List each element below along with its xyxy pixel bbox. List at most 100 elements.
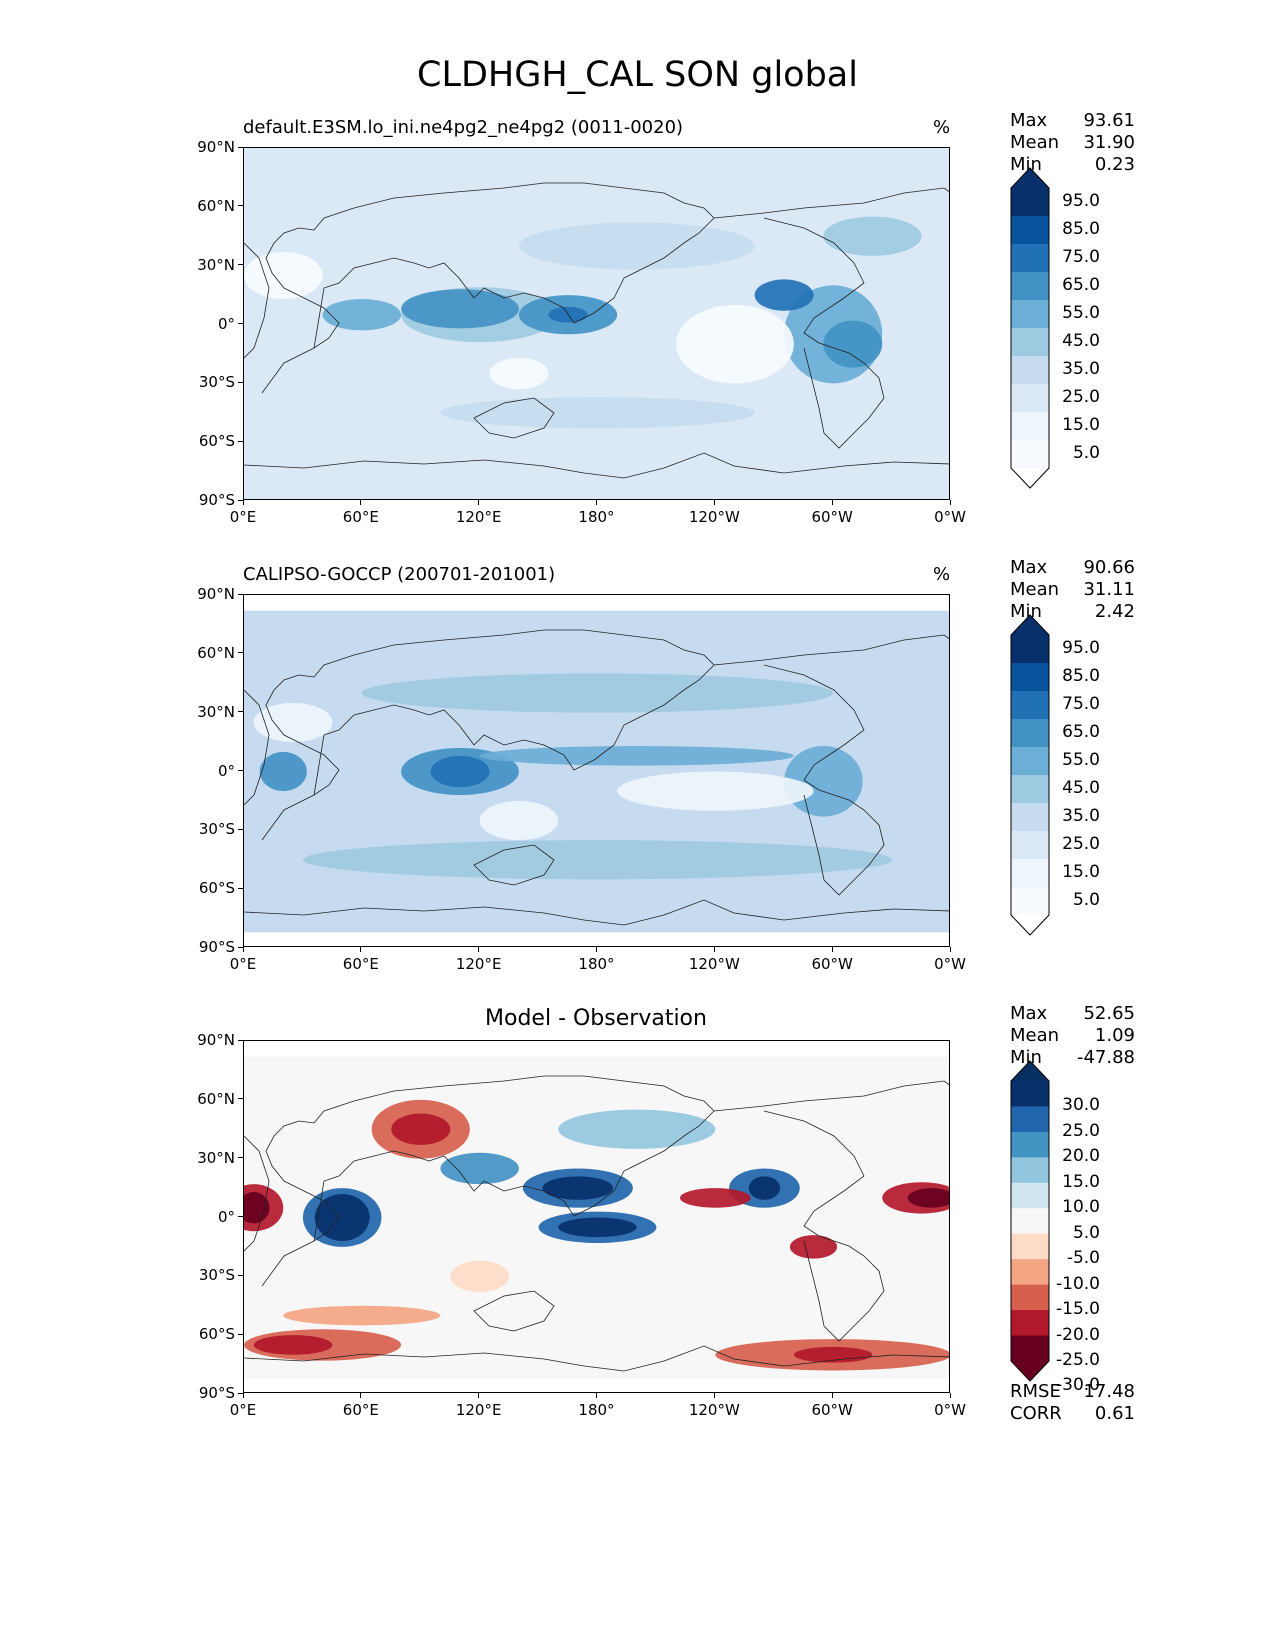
panel-1-xtick-6: 0°W: [934, 508, 966, 526]
panel-2-contour-8: [361, 673, 834, 713]
panel-1-xtick-5: 60°W: [811, 508, 853, 526]
panel-1-colorbar-label-2: 75.0: [1062, 247, 1100, 267]
panel-1-ytick-3: 0°: [217, 314, 235, 333]
panel-2-xtick-5: 60°W: [811, 955, 853, 973]
panel-2-colorbar-seg-6: [1011, 803, 1049, 832]
panel-3-colorbar-label-7: -10.0: [1056, 1273, 1100, 1294]
panel-3-stat-row-2: Min -47.88: [1010, 1047, 1135, 1069]
panel-1-contour-6: [823, 320, 883, 368]
panel-1-colorbar-label-6: 35.0: [1062, 359, 1100, 379]
panel-1-ytick-6: 90°S: [198, 491, 235, 509]
panel-2-colorbar-seg-3: [1011, 719, 1049, 748]
panel-3-contour-14: [679, 1188, 751, 1208]
panel-1-colorbar-outline: [1010, 167, 1050, 489]
panel-2-stats: Max 90.66 Mean 31.11 Min 2.42: [1010, 557, 1135, 623]
panel-1-colorbar-seg-5: [1011, 328, 1049, 357]
coastline-0: [261, 1075, 715, 1287]
panel-1-xtick-1: 60°E: [342, 508, 379, 526]
panel-1-colorbar-seg-1: [1011, 216, 1049, 245]
panel-3-xtickmark-3: [596, 1393, 597, 1398]
panel-1-xtick-2: 120°E: [455, 508, 502, 526]
panel-2-colorbar-label-9: 5.0: [1072, 890, 1100, 910]
panel-2-stat-row-1: Mean 31.11: [1010, 579, 1135, 601]
coastline-5: [244, 899, 949, 926]
panel-1-colorbar-seg-8: [1011, 412, 1049, 441]
panel-3-contour-17: [793, 1346, 873, 1363]
panel-1-xtickmark-5: [831, 500, 833, 505]
panel-3-colorbar-svg: [1010, 1060, 1050, 1382]
panel-3-stats: Max 52.65 Mean 1.09 Min -47.88: [1010, 1003, 1135, 1069]
panel-2-xtickmark-6: [949, 947, 951, 952]
panel-3-xtickmark-2: [478, 1393, 480, 1398]
panel-3-ytickmark-4: [238, 1274, 243, 1276]
panel-1-colorbar-label-7: 25.0: [1062, 387, 1100, 407]
panel-2-stat-row-0: Max 90.66: [1010, 557, 1135, 579]
panel-2-colorbar-label-1: 85.0: [1062, 666, 1100, 686]
coastline-3: [713, 1080, 949, 1112]
panel-3-ytick-0: 90°N: [197, 1031, 235, 1049]
panel-3-xtick-6: 0°W: [934, 1401, 966, 1419]
panel-1-colorbar-label-0: 95.0: [1062, 191, 1100, 211]
panel-2-colorbar-extend-bottom: [1011, 915, 1049, 935]
coastline-2: [763, 664, 885, 896]
panel-1-stat-label-2: Min: [1010, 154, 1042, 175]
panel-3-contour-15: [789, 1235, 838, 1259]
panel-1-ytick-2: 30°N: [197, 255, 235, 274]
panel-1-colorbar-label-9: 5.0: [1072, 443, 1100, 463]
panel-1-ytickmark-4: [238, 381, 243, 383]
panel-2-colorbar-label-5: 45.0: [1062, 778, 1100, 798]
panel-3-extra-value-1: 0.61: [1094, 1403, 1135, 1424]
panel-2-contour-7: [479, 800, 559, 841]
panel-3-ytick-5: 60°S: [198, 1325, 235, 1344]
panel-1-units: %: [933, 117, 951, 138]
panel-3-extra-row-1: CORR 0.61: [1010, 1403, 1135, 1425]
panel-3-colorbar-seg-3: [1011, 1157, 1049, 1184]
panel-3-stat-value-2: -47.88: [1076, 1047, 1135, 1068]
panel-2-colorbar-seg-2: [1011, 691, 1049, 720]
panel-3-ytick-3: 0°: [217, 1207, 235, 1226]
panel-3-ytick-4: 30°S: [198, 1266, 235, 1285]
panel-2-xtickmark-3: [596, 947, 597, 952]
panel-3-contour-21: [440, 1152, 519, 1185]
panel-1-ytick-0: 90°N: [197, 138, 235, 156]
panel-2-colorbar-seg-7: [1011, 831, 1049, 860]
panel-2-ytickmark-5: [238, 887, 243, 889]
panel-2-colorbar-svg: [1010, 614, 1050, 936]
panel-2-ytickmark-1: [238, 652, 243, 654]
panel-1-ytick-5: 60°S: [198, 432, 235, 451]
panel-1-ytickmark-0: [238, 146, 243, 148]
panel-2-colorbar-outline: [1010, 614, 1050, 936]
panel-3-colorbar-extend-bottom: [1011, 1361, 1049, 1381]
panel-1-colorbar-seg-4: [1011, 300, 1049, 329]
panel-1-xtickmark-3: [596, 500, 597, 505]
panel-1-colorbar-seg-7: [1011, 384, 1049, 413]
panel-2-ytick-2: 30°N: [197, 702, 235, 721]
panel-3-xtick-4: 120°W: [688, 1401, 740, 1419]
panel-3-xtickmark-1: [360, 1393, 362, 1398]
panel-2-colorbar-label-7: 25.0: [1062, 834, 1100, 854]
panel-1-stat-value-0: 93.61: [1083, 110, 1135, 131]
panel-1-xtickmark-0: [242, 500, 244, 505]
panel-3-stat-value-0: 52.65: [1083, 1003, 1135, 1024]
panel-3-xtick-0: 0°E: [229, 1401, 257, 1419]
panel-1-map: [243, 147, 950, 500]
panel-1-ytickmark-6: [238, 499, 243, 501]
panel-2-ytickmark-6: [238, 946, 243, 948]
panel-2-xtick-3: 180°: [578, 955, 615, 973]
panel-3-xtick-2: 120°E: [455, 1401, 502, 1419]
panel-3-colorbar-label-5: 5.0: [1072, 1222, 1100, 1243]
panel-3-contour-1: [314, 1193, 370, 1242]
panel-1-colorbar-label-3: 65.0: [1062, 275, 1100, 295]
panel-3-contour-11: [907, 1188, 949, 1208]
panel-1-colorbar-extend-top: [1011, 168, 1049, 188]
panel-1-contour-8: [244, 251, 323, 300]
panel-2-ytickmark-0: [238, 593, 243, 595]
coastline-5: [244, 452, 949, 479]
panel-1-map-svg: [244, 148, 949, 499]
panel-1-contour-9: [489, 357, 549, 390]
panel-3-colorbar-label-11: -30.0: [1056, 1375, 1100, 1396]
panel-1-contour-12: [440, 397, 755, 429]
coastline-0: [261, 182, 715, 394]
panel-3-colorbar-label-2: 20.0: [1062, 1146, 1100, 1167]
panel-1-colorbar-svg: [1010, 167, 1050, 489]
